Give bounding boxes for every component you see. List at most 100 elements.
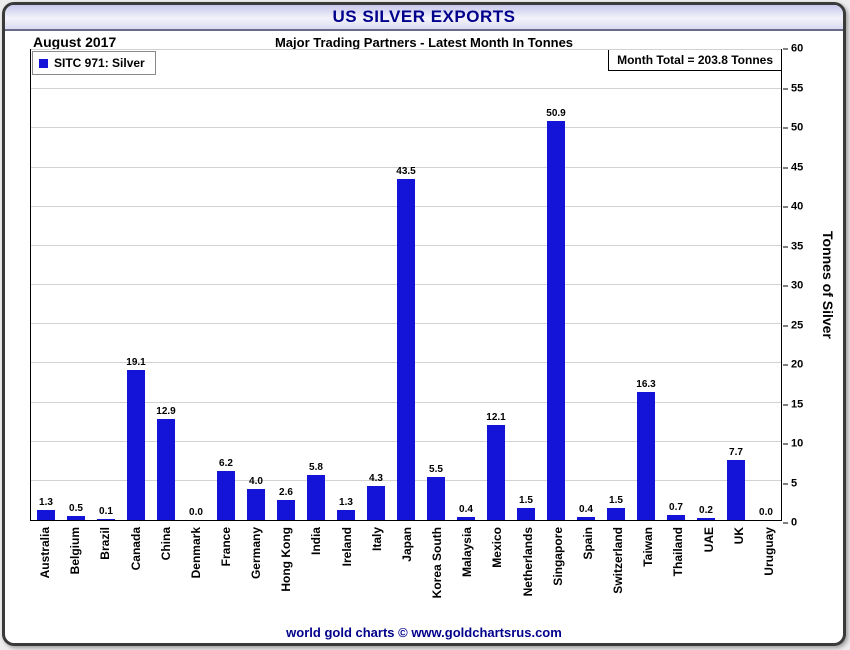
- bar-slot: 0.4: [571, 50, 601, 520]
- y-tick-label: 60: [783, 43, 803, 55]
- x-axis-label: Switzerland: [611, 527, 626, 594]
- bar-value-label: 0.2: [699, 505, 713, 517]
- bar-value-label: 12.1: [486, 412, 506, 424]
- bar-value-label: 5.8: [309, 461, 323, 473]
- x-axis-label: Spain: [580, 527, 595, 560]
- x-axis-label: Korea South: [430, 527, 445, 599]
- bar: [636, 392, 656, 520]
- x-axis-label: Netherlands: [520, 527, 535, 597]
- bar-value-label: 50.9: [546, 108, 566, 120]
- x-slot: India: [301, 523, 331, 619]
- bar-value-label: 1.5: [519, 495, 533, 507]
- x-slot: Spain: [573, 523, 603, 619]
- x-slot: China: [151, 523, 181, 619]
- bar: [696, 518, 716, 520]
- month-total-badge: Month Total = 203.8 Tonnes: [608, 50, 781, 71]
- x-axis-label: Malaysia: [460, 527, 475, 578]
- bar-slot: 4.0: [241, 50, 271, 520]
- bar: [486, 425, 506, 520]
- bar-value-label: 0.0: [189, 507, 203, 518]
- x-slot: Thailand: [663, 523, 693, 619]
- gridline: [31, 127, 781, 129]
- bar-value-label: 1.3: [339, 496, 353, 508]
- bar-slot: 4.3: [361, 50, 391, 520]
- bar-value-label: 0.4: [579, 503, 593, 515]
- x-axis-label: Ireland: [339, 527, 354, 567]
- x-slot: Korea South: [422, 523, 452, 619]
- bar: [276, 499, 296, 520]
- x-axis-label: Mexico: [490, 527, 505, 568]
- x-axis-label: Denmark: [188, 527, 203, 579]
- bar-slot: 1.3: [331, 50, 361, 520]
- bar-value-label: 0.7: [669, 501, 683, 513]
- chart-subtitle: Major Trading Partners - Latest Month In…: [274, 35, 574, 50]
- x-slot: France: [211, 523, 241, 619]
- x-slot: Taiwan: [633, 523, 663, 619]
- bar-slot: 1.5: [511, 50, 541, 520]
- bar: [336, 509, 356, 520]
- x-axis-label: Thailand: [671, 527, 686, 577]
- bar-value-label: 7.7: [729, 446, 743, 458]
- x-axis-label: Australia: [38, 527, 53, 579]
- bar: [96, 519, 116, 520]
- bar-value-label: 0.1: [99, 506, 113, 518]
- x-axis-label: India: [309, 527, 324, 556]
- bar-slot: 6.2: [211, 50, 241, 520]
- bar: [126, 370, 146, 520]
- bar-slot: 0.0: [751, 50, 781, 520]
- x-slot: Italy: [362, 523, 392, 619]
- footer-credit: world gold charts © www.goldchartsrus.co…: [286, 625, 562, 640]
- bar-slot: 43.5: [391, 50, 421, 520]
- bar-slot: 0.2: [691, 50, 721, 520]
- x-axis-label: Germany: [249, 527, 264, 580]
- legend: SITC 971: Silver: [32, 51, 156, 75]
- x-slot: Belgium: [60, 523, 90, 619]
- bars: 1.3 0.5 0.1 19.1 12.9 0.0 6.2 4.0 2.6 5.8 1.3 4.3 43…: [31, 50, 781, 520]
- bar-value-label: 1.3: [39, 496, 53, 508]
- y-axis-ticks: 0 5 10 15 20 25 30 35 40 45 50 55 60: [783, 43, 819, 528]
- date-label: August 2017: [33, 34, 117, 50]
- x-slot: Canada: [120, 523, 150, 619]
- y-tick-label: 0: [783, 517, 797, 529]
- bar-slot: 0.1: [91, 50, 121, 520]
- y-tick-label: 35: [783, 241, 803, 252]
- bar: [396, 179, 416, 520]
- bar: [666, 514, 686, 520]
- bar: [156, 418, 176, 520]
- y-tick-label: 20: [783, 359, 803, 371]
- bar: [66, 516, 86, 520]
- x-slot: Switzerland: [603, 523, 633, 619]
- x-axis-label: Singapore: [550, 527, 565, 586]
- bar-slot: 0.4: [451, 50, 481, 520]
- x-axis-label: Uruguay: [761, 527, 776, 576]
- x-slot: Australia: [30, 523, 60, 619]
- bar-slot: 0.0: [181, 50, 211, 520]
- bar-value-label: 4.3: [369, 473, 383, 485]
- bar-slot: 2.6: [271, 50, 301, 520]
- bar: [426, 476, 446, 520]
- y-tick-label: 40: [783, 201, 803, 213]
- x-slot: Hong Kong: [271, 523, 301, 619]
- page-title: US SILVER EXPORTS: [332, 7, 516, 26]
- y-tick-label: 15: [783, 399, 803, 410]
- x-slot: Netherlands: [513, 523, 543, 619]
- bar-slot: 5.8: [301, 50, 331, 520]
- gridline: [31, 166, 781, 168]
- x-slot: Denmark: [181, 523, 211, 619]
- bar-slot: 1.5: [601, 50, 631, 520]
- bar-value-label: 6.2: [219, 458, 233, 470]
- bar: [366, 486, 386, 520]
- bar-value-label: 19.1: [126, 357, 146, 369]
- bar: [606, 508, 626, 520]
- bar-slot: 16.3: [631, 50, 661, 520]
- bar-slot: 12.1: [481, 50, 511, 520]
- bar-slot: 12.9: [151, 50, 181, 520]
- x-axis-label: Canada: [128, 527, 143, 571]
- y-tick-label: 5: [783, 478, 797, 489]
- bar-slot: 19.1: [121, 50, 151, 520]
- y-axis-title: Tonnes of Silver: [820, 231, 836, 339]
- x-axis-label: China: [158, 527, 173, 561]
- y-tick-label: 55: [783, 83, 803, 94]
- y-tick-label: 25: [783, 320, 803, 331]
- bar-slot: 0.7: [661, 50, 691, 520]
